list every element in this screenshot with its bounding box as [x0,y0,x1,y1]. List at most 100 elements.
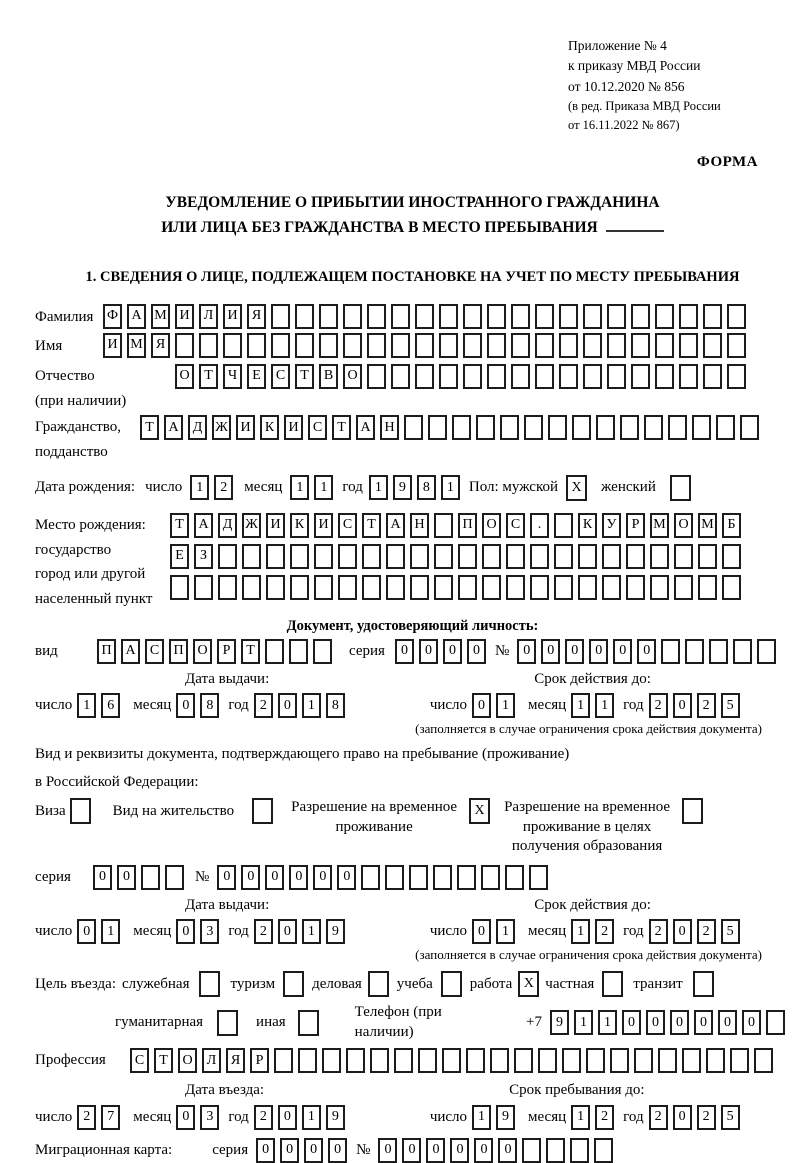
char-box[interactable]: 1 [290,475,310,501]
char-box[interactable] [487,332,506,358]
char-box[interactable]: 5 [720,1104,740,1130]
char-box[interactable]: К [578,512,597,538]
char-box[interactable] [559,303,578,329]
char-box[interactable] [487,363,506,389]
char-box[interactable]: 1 [301,1104,321,1130]
char-box[interactable] [602,543,621,569]
char-box[interactable] [362,543,381,569]
char-box[interactable]: 0 [498,1137,518,1163]
char-box[interactable]: У [602,512,621,538]
char-box[interactable] [458,543,477,569]
char-box[interactable] [511,332,530,358]
char-box[interactable]: 0 [241,864,261,890]
char-box[interactable]: 2 [648,1104,668,1130]
residence-permit-checkbox[interactable] [252,798,274,825]
char-box[interactable] [404,415,423,441]
char-box[interactable] [679,332,698,358]
char-box[interactable]: В [319,363,338,389]
char-box[interactable]: П [169,638,188,664]
char-box[interactable] [476,415,495,441]
char-box[interactable] [661,638,681,664]
char-box[interactable]: О [178,1048,197,1074]
char-box[interactable]: 1 [496,693,516,719]
char-box[interactable]: 0 [176,919,196,945]
char-box[interactable]: 1 [368,475,388,501]
char-box[interactable]: М [650,512,669,538]
purpose-business-checkbox[interactable] [367,971,389,998]
char-box[interactable] [703,332,722,358]
char-box[interactable]: 0 [418,638,438,664]
char-box[interactable] [634,1048,653,1074]
char-box[interactable] [548,415,567,441]
char-box[interactable] [655,332,674,358]
char-box[interactable] [313,638,332,664]
char-box[interactable] [522,1137,542,1163]
char-box[interactable] [322,1048,341,1074]
char-box[interactable] [674,574,693,600]
char-box[interactable] [271,332,290,358]
char-box[interactable]: Я [247,303,266,329]
char-box[interactable]: 0 [565,638,585,664]
char-box[interactable]: 0 [280,1137,300,1163]
char-box[interactable]: 8 [325,693,345,719]
char-box[interactable] [538,1048,557,1074]
title-blank-underline[interactable] [605,218,664,233]
char-box[interactable] [199,332,218,358]
char-box[interactable] [757,638,777,664]
char-box[interactable]: 0 [637,638,657,664]
char-box[interactable] [343,303,362,329]
char-box[interactable]: 2 [253,1104,273,1130]
char-box[interactable] [727,303,746,329]
purpose-study-checkbox[interactable] [440,971,462,998]
char-box[interactable]: 9 [550,1010,569,1036]
char-box[interactable]: Н [410,512,429,538]
char-box[interactable]: А [164,415,183,441]
char-box[interactable] [410,574,429,600]
char-box[interactable]: И [175,303,194,329]
char-box[interactable] [367,363,386,389]
purpose-tourism-checkbox[interactable] [283,971,305,998]
char-box[interactable] [466,1048,485,1074]
char-box[interactable]: 0 [670,1010,689,1036]
char-box[interactable]: 8 [200,693,220,719]
char-box[interactable]: 0 [402,1137,422,1163]
char-box[interactable]: 2 [648,919,668,945]
char-box[interactable]: 0 [442,638,462,664]
char-box[interactable] [218,574,237,600]
char-box[interactable]: 0 [337,864,357,890]
char-box[interactable] [439,332,458,358]
char-box[interactable] [583,363,602,389]
char-box[interactable]: Т [241,638,260,664]
char-box[interactable] [295,332,314,358]
char-box[interactable] [218,543,237,569]
purpose-official-checkbox[interactable] [199,971,221,998]
char-box[interactable] [361,864,381,890]
char-box[interactable] [607,332,626,358]
char-box[interactable] [481,864,501,890]
char-box[interactable]: 0 [277,1104,297,1130]
char-box[interactable] [338,543,357,569]
char-box[interactable] [415,363,434,389]
char-box[interactable] [722,543,741,569]
char-box[interactable]: С [308,415,327,441]
char-box[interactable] [583,332,602,358]
char-box[interactable]: 0 [672,1104,692,1130]
char-box[interactable]: 2 [253,919,273,945]
char-box[interactable] [490,1048,509,1074]
char-box[interactable] [650,574,669,600]
char-box[interactable]: З [194,543,213,569]
char-box[interactable] [607,303,626,329]
char-box[interactable] [685,638,705,664]
char-box[interactable]: Я [151,332,170,358]
char-box[interactable] [439,303,458,329]
char-box[interactable] [709,638,729,664]
char-box[interactable]: Ч [223,363,242,389]
char-box[interactable] [631,332,650,358]
char-box[interactable] [511,363,530,389]
char-box[interactable]: С [506,512,525,538]
char-box[interactable]: 1 [77,693,97,719]
char-box[interactable]: 9 [325,1104,345,1130]
char-box[interactable] [314,543,333,569]
char-box[interactable]: 8 [416,475,436,501]
char-box[interactable]: И [266,512,285,538]
